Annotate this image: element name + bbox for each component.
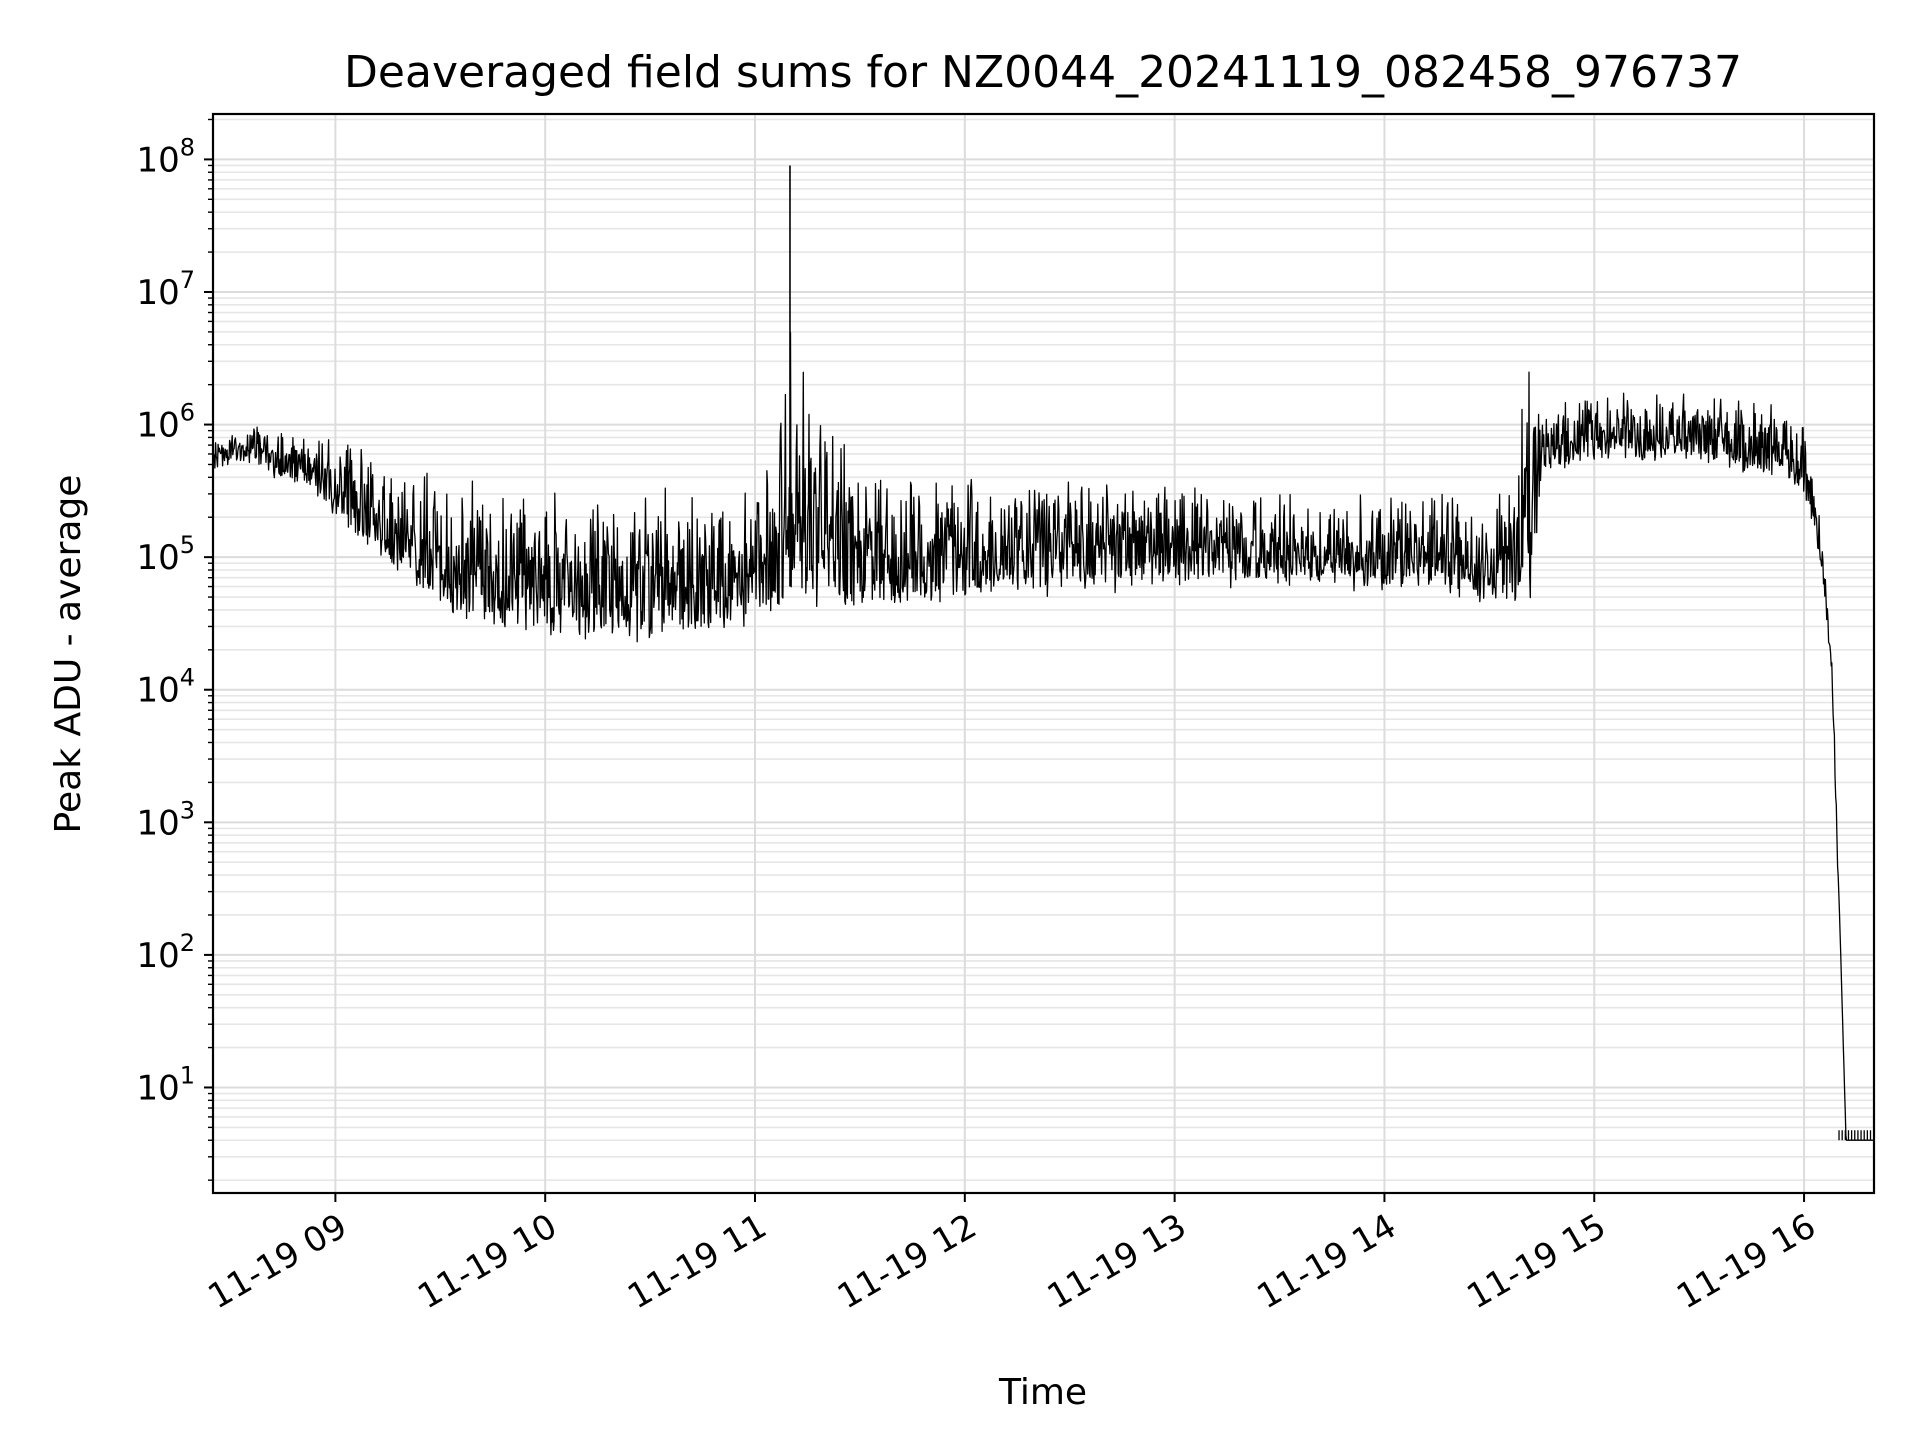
plot-frame: [211, 112, 1876, 1195]
x-tick-label: 11-19 09: [201, 1206, 353, 1317]
y-tick-exponent: 4: [180, 664, 195, 692]
y-tick-exponent: 2: [180, 929, 195, 957]
y-tick-base: 10: [136, 671, 179, 711]
x-tick-label: 11-19 14: [1251, 1206, 1403, 1317]
grid-layer: [213, 114, 1874, 1193]
x-tick-label: 11-19 16: [1670, 1206, 1822, 1317]
y-tick-label: 105: [136, 531, 195, 578]
y-tick-base: 10: [136, 273, 179, 313]
y-tick-base: 10: [136, 803, 179, 843]
y-tick-base: 10: [136, 1068, 179, 1108]
y-tick-exponent: 3: [180, 796, 195, 824]
y-tick-exponent: 5: [180, 531, 195, 559]
x-tick-label: 11-19 15: [1460, 1206, 1612, 1317]
y-tick-exponent: 1: [180, 1061, 195, 1089]
y-tick-label: 106: [136, 399, 195, 446]
x-tick-label: 11-19 11: [621, 1206, 773, 1317]
y-tick-base: 10: [136, 538, 179, 578]
x-tick-label: 11-19 10: [411, 1206, 563, 1317]
x-tick-label: 11-19 13: [1041, 1206, 1193, 1317]
chart-title: Deaveraged field sums for NZ0044_2024111…: [344, 47, 1742, 98]
y-tick-label: 102: [136, 929, 195, 976]
y-tick-base: 10: [136, 936, 179, 976]
y-axis-label: Peak ADU - average: [48, 475, 89, 834]
y-tick-label: 108: [136, 133, 195, 180]
y-tick-label: 104: [136, 664, 195, 711]
x-tick-labels: 11-19 09 11-19 10 11-19 11 11-19 12 11-19 13…: [201, 1206, 1822, 1317]
y-tick-exponent: 8: [180, 133, 195, 161]
data-layer: [212, 165, 1875, 1141]
x-axis-label: Time: [998, 1372, 1087, 1413]
data-trace: [212, 332, 1875, 1141]
y-tick-label: 101: [136, 1061, 195, 1108]
y-tick-base: 10: [136, 406, 179, 446]
y-tick-label: 103: [136, 796, 195, 843]
y-tick-exponent: 6: [180, 399, 195, 427]
y-tick-label: 107: [136, 266, 195, 313]
y-tick-exponent: 7: [180, 266, 195, 294]
tick-layer: [204, 118, 1806, 1202]
y-tick-base: 10: [136, 140, 179, 180]
x-tick-label: 11-19 12: [831, 1206, 983, 1317]
